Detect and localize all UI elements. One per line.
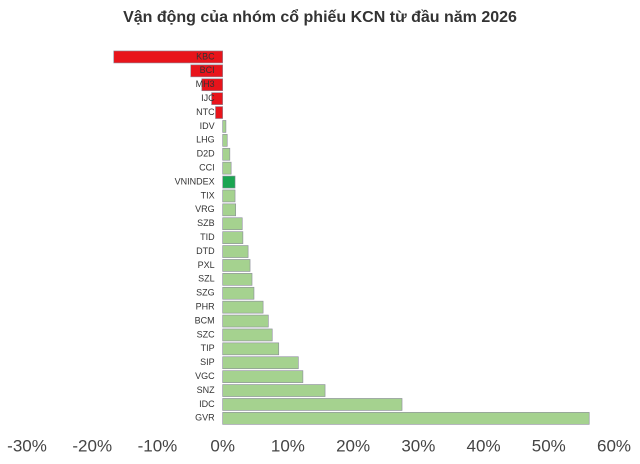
category-label: SZG [196,288,215,298]
x-tick-label: 40% [467,436,501,455]
category-label: SNZ [197,385,216,395]
bar [222,175,236,189]
bar [222,259,251,272]
category-label: LHG [196,135,215,145]
bar [222,231,244,244]
x-tick-label: 60% [597,436,631,455]
bar [222,203,237,217]
bar [222,328,273,342]
x-tick-label: -20% [72,436,112,455]
category-label: SZB [197,218,215,228]
bar [222,342,280,356]
category-label: IDC [199,399,215,409]
x-tick-label: 20% [336,436,370,455]
bar [222,384,326,397]
bar [222,217,243,231]
category-label: PXL [198,260,215,270]
category-label: CCI [199,163,215,173]
bar [222,356,299,370]
bar [222,314,269,328]
category-label: D2D [197,149,216,159]
bar [113,50,223,64]
category-label: SZC [197,329,216,339]
category-label: VNINDEX [175,176,215,186]
category-label: GVR [195,413,215,423]
category-label: TIX [201,190,215,200]
bar [222,412,590,425]
x-tick-label: -10% [138,436,178,455]
bar [222,161,232,175]
bar [201,78,223,92]
category-label: KBC [196,51,215,61]
bar [222,120,227,133]
bar [222,370,304,383]
category-label: TID [200,232,215,242]
category-label: VGC [195,371,215,381]
bar [222,286,255,300]
bar [222,300,264,314]
category-label: MH3 [196,79,215,89]
category-label: IDV [200,121,215,131]
chart-title: Vận động của nhóm cổ phiếu KCN từ đầu nă… [123,8,517,26]
category-label: VRG [195,204,215,214]
bar [222,134,228,147]
category-label: SIP [200,357,215,367]
bar [215,106,223,119]
x-tick-label: 0% [210,436,235,455]
bar [190,64,223,78]
category-label: TIP [201,343,215,353]
bar [222,273,253,286]
x-tick-label: 50% [532,436,566,455]
category-label: BCM [195,315,215,325]
category-label: SZL [198,274,215,284]
bar [222,398,403,411]
category-label: BCI [200,65,215,75]
bar [211,92,223,105]
category-label: NTC [196,107,215,117]
category-label: PHR [196,302,216,312]
x-tick-label: 30% [401,436,435,455]
bar [222,189,236,203]
category-label: IJC [201,93,215,103]
bar [222,245,249,258]
x-tick-label: -30% [7,436,47,455]
category-label: DTD [196,246,215,256]
bar [222,147,231,161]
x-tick-label: 10% [271,436,305,455]
